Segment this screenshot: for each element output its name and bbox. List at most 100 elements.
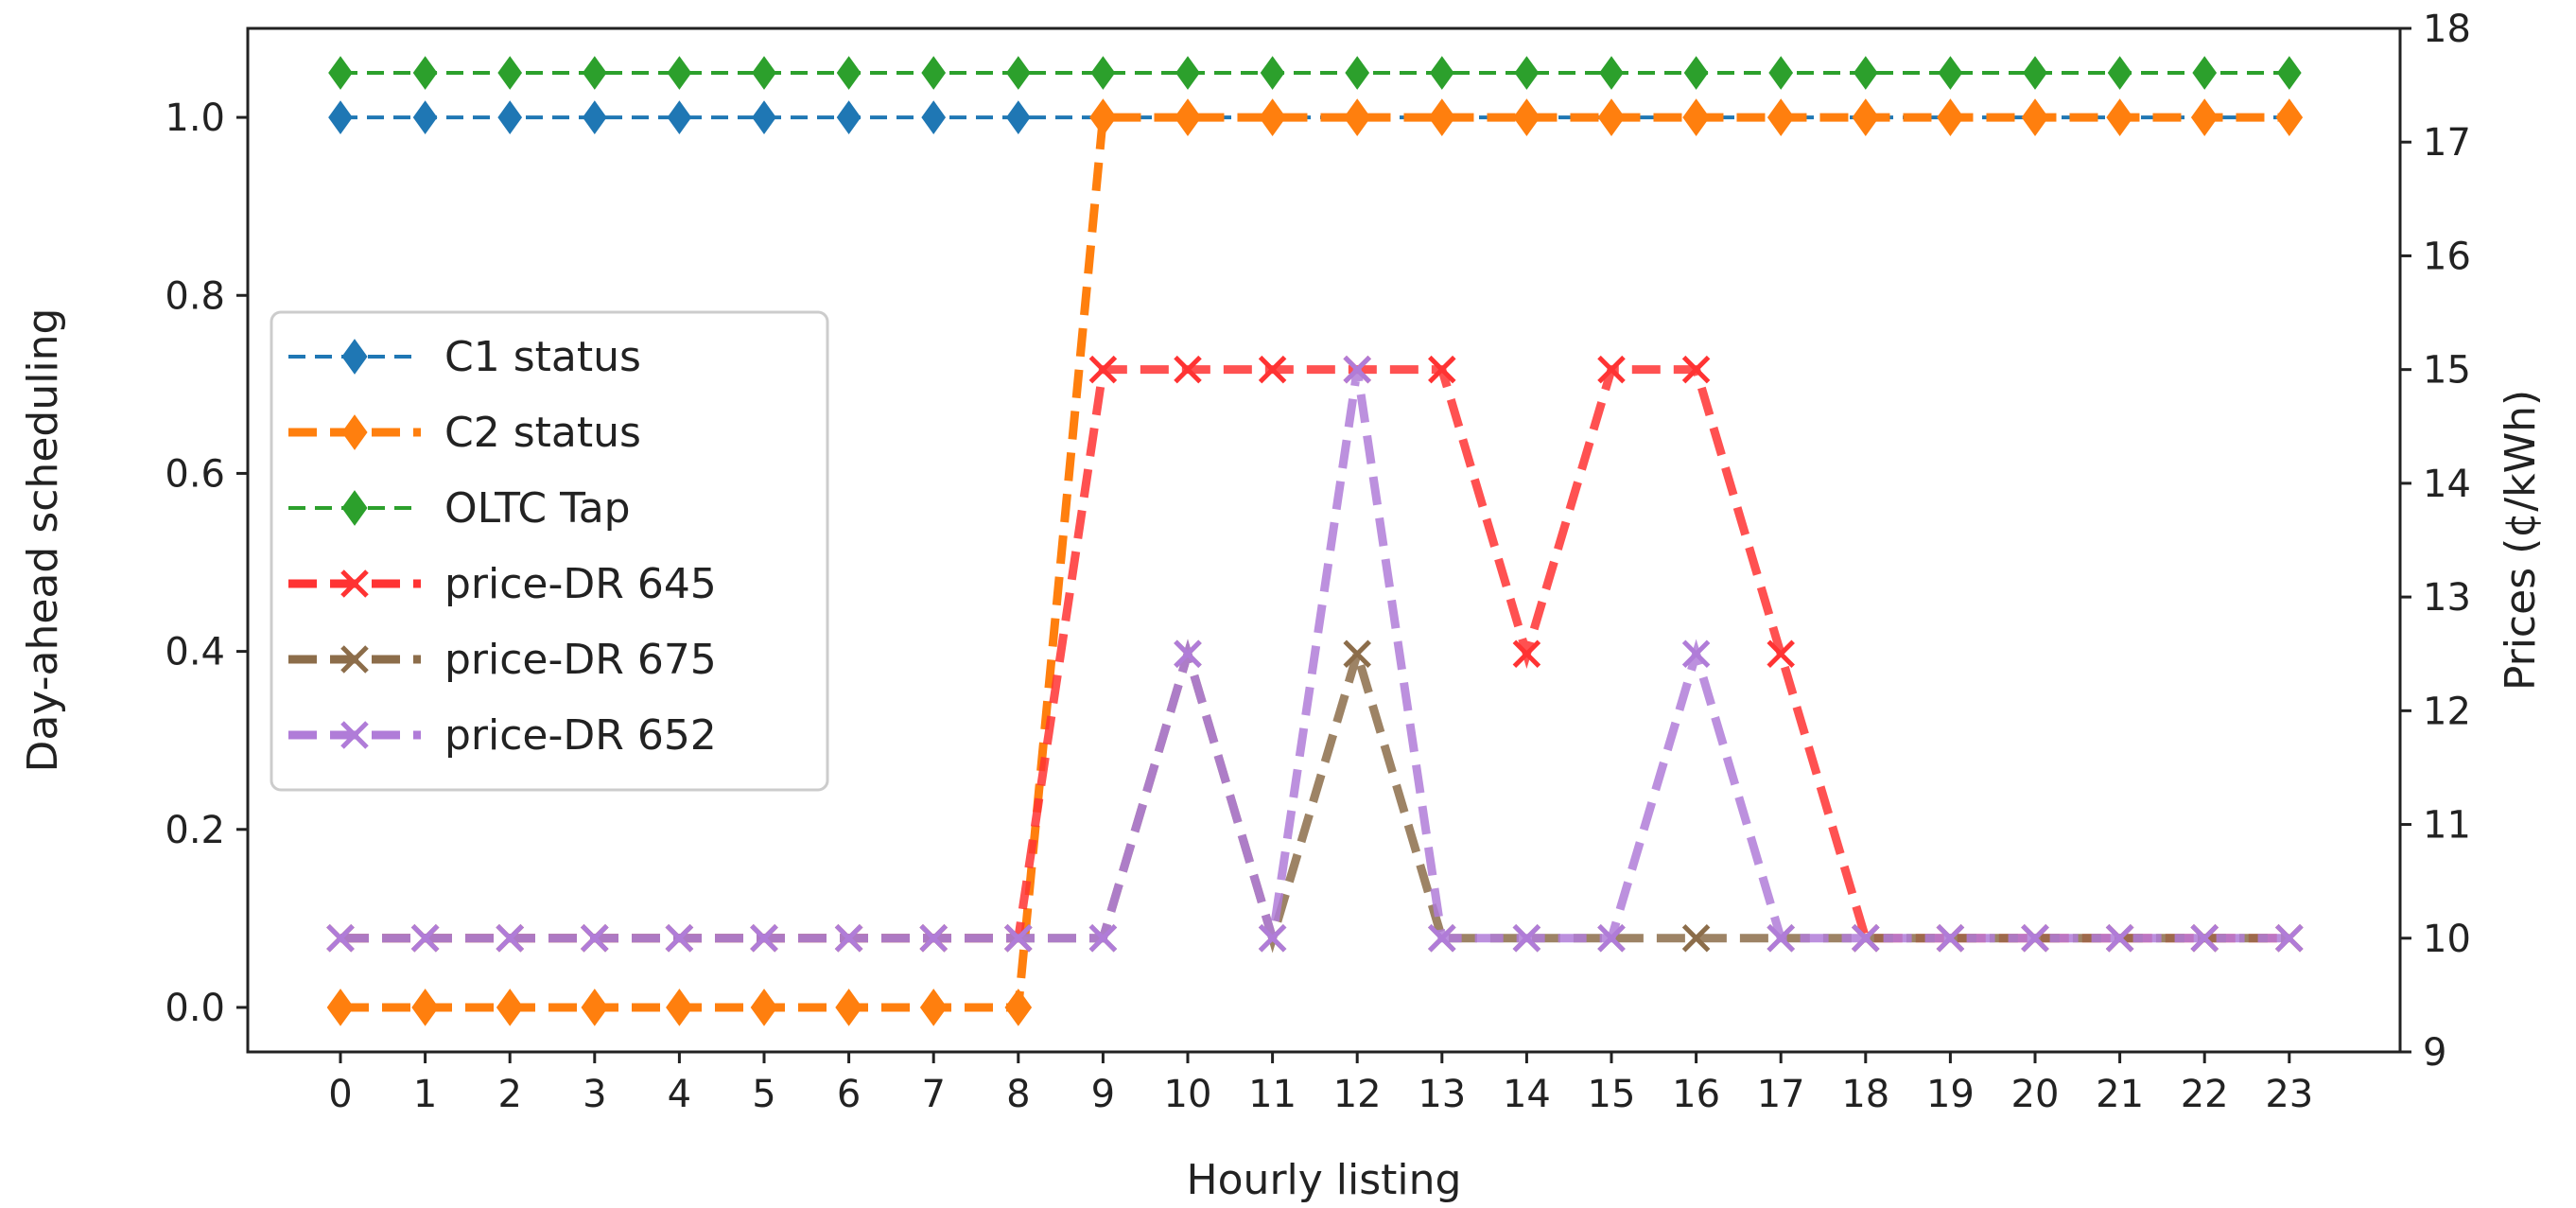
data-point (581, 989, 609, 1026)
data-point (1682, 98, 1710, 136)
y-right-tick-label: 15 (2423, 349, 2471, 393)
data-point (2192, 56, 2218, 90)
data-point (1767, 639, 1795, 668)
data-point (2021, 924, 2049, 953)
data-point (1514, 56, 1540, 90)
data-point (750, 924, 778, 953)
y-right-tick-label: 14 (2423, 463, 2471, 506)
y-left-tick-label: 0.6 (165, 452, 225, 496)
x-tick-label: 3 (583, 1073, 606, 1116)
data-point (1681, 355, 1711, 384)
x-tick-label: 2 (497, 1073, 521, 1116)
data-point (2105, 924, 2134, 953)
data-point (1681, 924, 1711, 953)
legend-item-c1-status: C1 status (288, 333, 641, 381)
data-point (1174, 98, 1202, 136)
data-point (1938, 56, 1963, 90)
data-point (1174, 355, 1202, 384)
data-point (582, 100, 607, 134)
x-tick-label: 21 (2096, 1073, 2144, 1116)
data-point (1088, 924, 1118, 953)
data-point (410, 924, 440, 953)
data-point (2106, 98, 2133, 136)
data-point (752, 56, 776, 90)
data-point (834, 924, 863, 953)
y-left-tick-label: 0.8 (165, 274, 225, 318)
data-point (1599, 56, 1624, 90)
legend-item-oltc-tap: OLTC Tap (288, 484, 631, 533)
x-tick-label: 6 (837, 1073, 861, 1116)
x-tick-label: 4 (668, 1073, 691, 1116)
data-point (1852, 924, 1880, 953)
data-point (1428, 98, 1456, 136)
legend: C1 status C2 status OLTC Tap price-DR 645 pr… (270, 310, 829, 792)
data-point (326, 924, 355, 953)
x-tick-label: 19 (1926, 1073, 1975, 1116)
data-point (497, 100, 523, 134)
data-point (2023, 56, 2047, 90)
data-point (328, 56, 353, 90)
data-point (836, 56, 862, 90)
legend-item-price-dr-645: price-DR 645 (288, 560, 717, 608)
y-axis-label-left: Day-ahead scheduling (19, 308, 67, 773)
x-tick-label: 14 (1503, 1073, 1551, 1116)
x-tick-label: 13 (1418, 1073, 1466, 1116)
series-line (340, 639, 2289, 954)
y-right-tick-label: 17 (2423, 121, 2471, 165)
data-point (921, 100, 947, 134)
legend-item-price-dr-675: price-DR 675 (288, 636, 717, 684)
x-tick-label: 16 (1672, 1073, 1720, 1116)
data-point (752, 100, 776, 134)
data-point (1768, 56, 1794, 90)
data-point (2190, 924, 2219, 953)
series-line (340, 113, 2289, 1012)
data-point (1936, 924, 1965, 953)
data-point (1345, 56, 1370, 90)
data-point (1259, 98, 1286, 136)
data-point (665, 924, 694, 953)
x-tick-label: 0 (328, 1073, 352, 1116)
marks-layer (326, 56, 2304, 1026)
data-point (1512, 639, 1541, 668)
data-point (1853, 56, 1878, 90)
x-tick-label: 23 (2265, 1073, 2313, 1116)
data-point (2276, 56, 2302, 90)
x-axis-label: Hourly listing (1187, 1156, 1462, 1204)
y-right-tick-label: 18 (2423, 8, 2471, 51)
data-point (1767, 98, 1795, 136)
data-point (667, 100, 692, 134)
x-tick-label: 11 (1248, 1073, 1297, 1116)
legend-marker (341, 339, 368, 375)
legend-marker (341, 490, 368, 526)
data-point (2275, 98, 2304, 136)
ticks-layer: 0 1 2 3 4 5 6 7 8 9 10 11 12 13 14 15 16 17 18 19 20 21 22 230.… (165, 8, 2471, 1116)
data-point (921, 56, 947, 90)
y-right-tick-label: 12 (2423, 690, 2471, 733)
data-point (326, 989, 355, 1026)
data-point (2021, 98, 2049, 136)
legend-item-price-dr-652: price-DR 652 (288, 711, 717, 760)
data-point (1343, 355, 1371, 384)
series-c2-status (326, 98, 2304, 1026)
x-tick-label: 5 (752, 1073, 775, 1116)
x-tick-label: 20 (2011, 1073, 2060, 1116)
data-point (497, 56, 523, 90)
data-point (667, 56, 692, 90)
data-point (1343, 98, 1371, 136)
data-point (496, 989, 524, 1026)
data-point (1005, 56, 1031, 90)
data-point (1597, 355, 1626, 384)
y-left-tick-label: 0.4 (165, 631, 225, 674)
y-left-tick-label: 0.2 (165, 809, 225, 852)
x-tick-label: 10 (1164, 1073, 1212, 1116)
legend-marker (340, 645, 369, 674)
x-tick-label: 9 (1091, 1073, 1115, 1116)
y-right-tick-label: 11 (2423, 804, 2471, 848)
data-point (1258, 924, 1287, 953)
data-point (412, 100, 438, 134)
legend-label: OLTC Tap (444, 484, 631, 533)
legend-box (270, 310, 829, 792)
data-point (1683, 56, 1709, 90)
legend-marker (341, 414, 368, 450)
data-point (1088, 355, 1118, 384)
